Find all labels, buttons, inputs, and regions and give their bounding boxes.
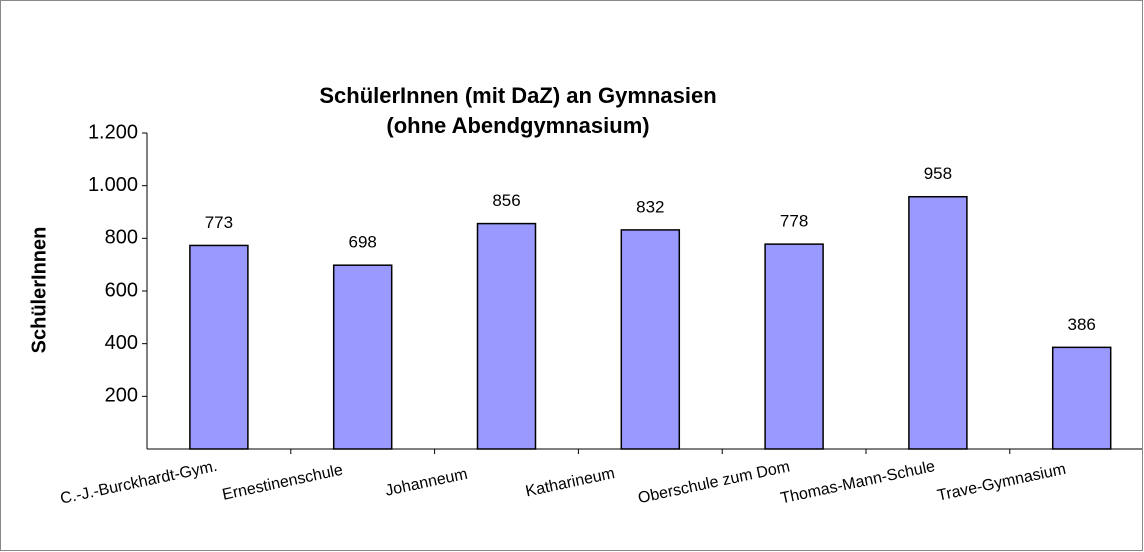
chart-title: SchülerInnen (mit DaZ) an Gymnasien [319, 83, 716, 108]
bar [476, 222, 537, 450]
bar [189, 244, 249, 450]
y-tick-label: 200 [105, 385, 138, 407]
chart-subtitle: (ohne Abendgymnasium) [386, 113, 649, 138]
y-tick-label: 400 [105, 332, 138, 354]
bar [620, 229, 681, 450]
bar [908, 195, 968, 450]
value-label: 832 [636, 197, 664, 216]
y-tick-label: 600 [105, 279, 138, 301]
value-label: 778 [780, 212, 808, 231]
y-axis-label: SchülerInnen [28, 227, 50, 354]
bar [764, 243, 824, 450]
bar [1051, 346, 1112, 450]
y-tick-label: 1.200 [88, 121, 138, 143]
value-label: 698 [349, 233, 377, 252]
y-tick-label: 800 [105, 227, 138, 249]
value-label: 386 [1068, 315, 1096, 334]
value-label: 773 [205, 213, 233, 232]
value-label: 958 [924, 164, 952, 183]
value-label: 856 [492, 191, 520, 210]
y-tick-label: 1.000 [88, 174, 138, 196]
bar [332, 264, 393, 450]
